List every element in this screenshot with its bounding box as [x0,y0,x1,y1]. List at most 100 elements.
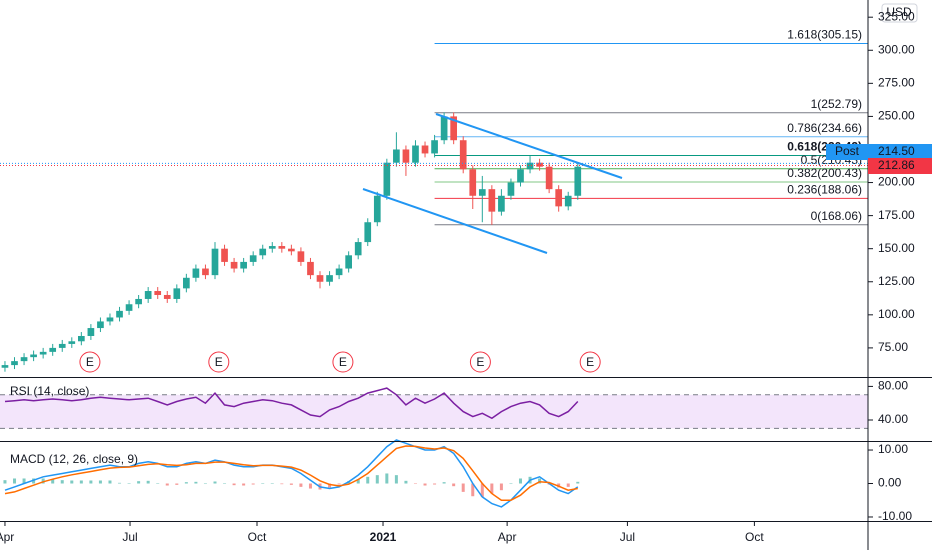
candle-body [440,116,448,141]
candle-body [478,189,486,196]
currency[interactable]: USD [886,5,912,19]
candle-body [77,335,85,342]
macd-histogram-bar [433,483,437,485]
candle-body [488,189,496,212]
macd-histogram-bar [404,480,408,484]
macd-histogram-bar [175,483,179,485]
candle-body [354,242,362,256]
candle-body [383,162,391,196]
candle-body [574,166,582,196]
macd-histogram-bar [3,480,7,484]
macd-histogram-bar [156,483,160,484]
macd-histogram-bar [509,483,513,485]
candle-body [97,321,104,329]
rsi-band [0,394,868,429]
earnings-label: E [215,355,223,369]
y-tick-label: 0.00 [878,476,902,490]
currency-box[interactable] [881,3,918,23]
rsi-line [4,387,579,420]
macd-histogram-bar [413,483,417,485]
earnings-marker [208,351,230,373]
y-tick-label: 100.00 [878,307,915,321]
macd-histogram-bar [89,480,93,484]
macd-histogram-bar [79,480,83,484]
earnings-label: E [476,355,484,369]
candle-body [421,145,429,154]
candle-body [402,149,410,163]
macd-histogram-bar [51,479,55,484]
macd-histogram-bar [118,482,122,484]
candle-body [431,140,438,154]
candle-body [20,357,28,362]
candle-body [373,195,381,223]
x-tick-label: Jul [122,530,137,544]
candle-body [345,255,352,269]
macd-histogram-bar [127,483,131,484]
macd-histogram-bar [213,481,217,484]
y-tick-label: 275.00 [878,76,915,90]
macd-histogram-bar [251,483,255,485]
macd-histogram-bar [337,483,341,485]
candle-body [326,275,333,282]
candle-body [259,248,267,256]
candle-body [517,169,524,183]
plot: 1.618(305.15)1(252.79)0.786(234.66)0.618… [0,28,868,508]
macd-histogram-bar [289,483,293,485]
macd-histogram-bar [471,483,475,497]
candle-body [221,248,228,262]
y-tick-label: 40.00 [878,412,908,426]
fib-label: 0.236(188.06) [787,183,862,197]
macd-histogram-bar [356,479,360,484]
candle-body [564,195,572,207]
candle-body [192,268,200,278]
y-tick-label: 150.00 [878,241,915,255]
price-tag [868,144,932,160]
candle-body [125,304,133,311]
candle-body [49,347,57,352]
macd-histogram-bar [452,483,456,487]
price-tag [868,158,932,174]
macd-histogram-bar [137,481,141,484]
macd-histogram-bar [232,483,236,486]
candle-body [58,343,66,348]
y-tick-label: 175.00 [878,208,915,222]
fib-label: 0(168.06) [811,209,862,223]
candle-body [278,246,286,249]
y-tick-label: 300.00 [878,42,915,56]
earnings-marker [332,351,354,373]
candle-body [135,298,142,305]
macd-histogram-bar [60,480,64,484]
candle-body [536,162,543,167]
post-tag [826,144,868,160]
y-tick-label: 125.00 [878,274,915,288]
x-tick-label: Jul [620,530,635,544]
y-tick-label: 325.00 [878,9,915,23]
price-tag-label: 212.86 [878,158,915,172]
channel-upper [435,113,623,179]
macd-histogram-bar [108,480,112,484]
earnings-marker [469,351,491,373]
y-tick-label: 75.00 [878,340,908,354]
macd-histogram-bar [461,483,465,492]
macd-histogram-bar [261,483,265,484]
macd-histogram-bar [423,483,427,486]
candle-body [526,162,534,170]
y-tick-label: 200.00 [878,175,915,189]
candle-body [335,268,343,276]
candle-body [459,140,467,170]
x-tick-label: Apr [0,530,14,544]
candle-body [173,288,181,299]
candle-body [469,169,477,196]
macd-histogram-bar [13,478,17,484]
x-tick-label: Apr [498,530,517,544]
fib-label: 0.382(200.43) [787,166,862,180]
macd-histogram-bar [194,481,198,484]
macd-histogram-bar [499,483,503,491]
fib-label: 1(252.79) [811,97,862,111]
rsi-title: RSI (14, close) [10,384,89,398]
y-tick-label: 250.00 [878,109,915,123]
macd-histogram-bar [308,483,312,489]
candle-body [393,149,400,163]
earnings-marker [79,351,101,373]
candle-body [211,248,219,276]
